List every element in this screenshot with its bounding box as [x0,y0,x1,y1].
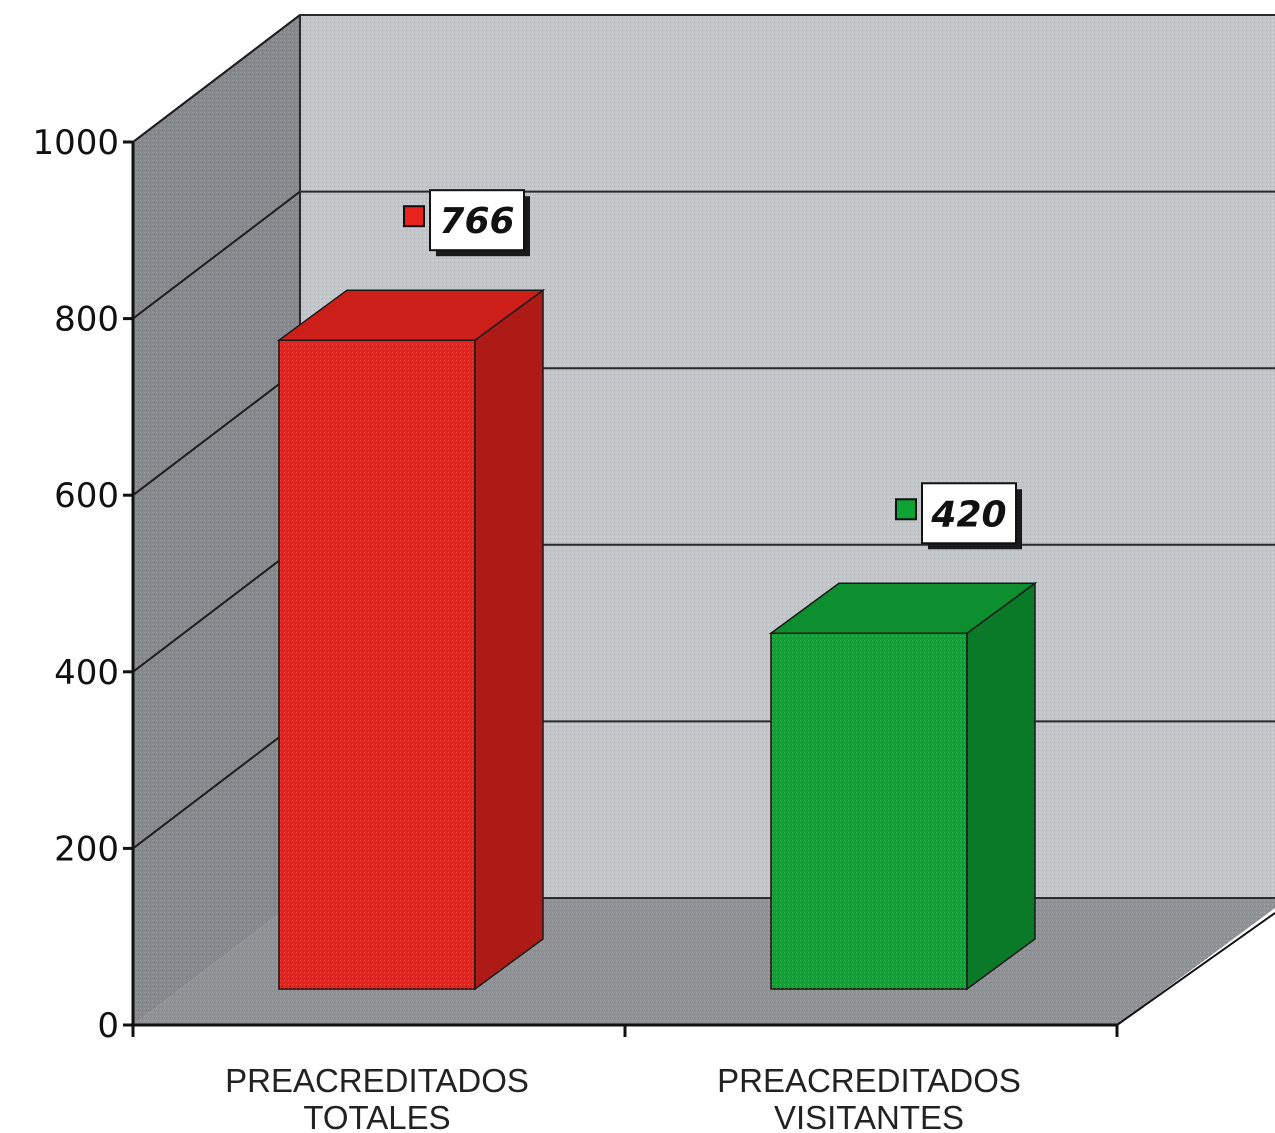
y-tick-label: 0 [97,1006,119,1046]
side-wall-texture [133,15,300,1025]
bar-1: 766 [276,189,546,991]
y-tick-label: 1000 [32,123,119,163]
data-label-legend-key [403,205,425,228]
x-category-label: PREACREDITADOS [225,1062,529,1099]
chart-frame: 0 200 400 600 800 1000 [32,14,1275,1046]
data-label: 420 [930,494,1006,535]
gridline-side [132,190,301,320]
gridline-side [132,544,301,673]
bar-front-texture [771,633,967,989]
bar-top [276,289,546,341]
y-tick-label: 200 [54,829,119,869]
data-label: 766 [439,201,514,242]
y-tick-label: 800 [54,300,119,340]
bar-side [966,581,1036,991]
x-category-label: VISITANTES [774,1099,964,1133]
x-category-label: TOTALES [303,1099,450,1133]
data-label-box [429,189,525,252]
x-category-label: PREACREDITADOS [717,1062,1021,1099]
y-tick-label: 400 [54,653,119,693]
data-label-box [921,482,1017,545]
bar-side [474,288,544,991]
y-tick-label: 600 [54,476,119,516]
bar-2: 420 [768,482,1038,991]
gridline-side [132,720,301,850]
gridline-side [132,14,301,143]
floor-right-edge [1116,912,1275,1026]
data-label-legend-key [895,498,917,521]
gridline-side [132,367,301,496]
chart-marks: 766420PREACREDITADOSTOTALESPREACREDITADO… [225,189,1038,1133]
bar-front-texture [279,340,475,989]
bar-top [768,582,1038,635]
